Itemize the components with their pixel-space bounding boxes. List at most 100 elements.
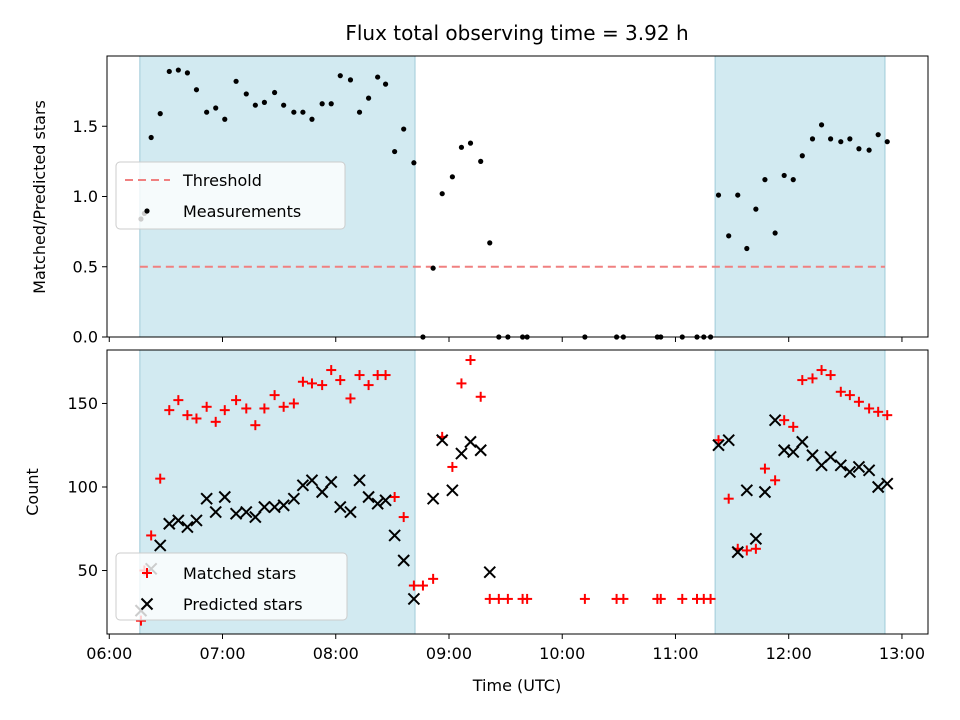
matched-star-point-11 <box>231 395 242 406</box>
predicted-star-point-42 <box>758 485 772 499</box>
measurement-point-17 <box>291 109 297 115</box>
predicted-star-point-35 <box>474 444 487 457</box>
matched-star-point-36 <box>465 355 476 366</box>
xtick-label-4: 10:00 <box>539 644 585 663</box>
matched-star-point-28 <box>389 492 400 503</box>
x-axis-label: Time (UTC) <box>472 676 561 695</box>
chart-title: Flux total observing time = 3.92 h <box>345 21 688 45</box>
predicted-star-point-18 <box>305 474 319 487</box>
bottom-y-axis-label: Count <box>23 468 42 516</box>
matched-star-point-70 <box>882 410 893 421</box>
predicted-star-point-11 <box>240 505 253 519</box>
measurement-point-32 <box>430 265 436 271</box>
matched-star-point-52 <box>713 435 724 446</box>
matched-star-point-22 <box>335 375 346 386</box>
measurement-point-58 <box>772 230 778 236</box>
matched-star-point-15 <box>269 390 280 401</box>
matched-star-point-29 <box>398 512 409 523</box>
measurement-point-19 <box>309 116 315 122</box>
top-y-axis-label: Matched/Predicted stars <box>30 100 49 294</box>
top-panel: 0.0 0.5 1.0 1.5 Matched/Predicted stars Thr… <box>30 55 929 347</box>
predicted-star-point-16 <box>287 492 301 505</box>
matched-star-point-47 <box>655 593 666 604</box>
measurement-point-62 <box>809 136 816 142</box>
measurement-point-34 <box>449 174 455 180</box>
matched-star-point-39 <box>493 593 504 604</box>
matched-star-point-67 <box>853 396 864 407</box>
bottom-legend: Matched stars Predicted stars <box>115 552 348 621</box>
matched-star-point-64 <box>825 370 836 381</box>
matched-star-point-55 <box>741 545 752 556</box>
bottom-ytick-label-0: 50 <box>78 561 98 580</box>
predicted-star-points <box>134 413 894 617</box>
predicted-star-point-12 <box>249 510 262 524</box>
matched-star-point-16 <box>278 401 289 412</box>
legend-predicted-swatch <box>140 597 154 611</box>
measurement-point-61 <box>799 153 805 159</box>
predicted-star-point-45 <box>787 445 800 459</box>
predicted-star-point-40 <box>740 484 754 497</box>
measurement-point-52 <box>715 192 722 198</box>
bottom-legend-frame <box>115 552 348 621</box>
predicted-star-point-38 <box>722 434 735 447</box>
predicted-star-point-28 <box>397 554 410 567</box>
legend-matched-label: Matched stars <box>183 564 296 583</box>
predicted-star-point-15 <box>277 499 290 512</box>
predicted-star-point-29 <box>407 592 421 606</box>
predicted-star-point-51 <box>843 465 857 479</box>
matched-star-point-25 <box>363 380 374 391</box>
matched-star-point-51 <box>705 593 716 604</box>
predicted-star-point-46 <box>796 435 809 449</box>
legend-measurement-swatch <box>144 208 150 214</box>
legend-threshold-label: Threshold <box>182 171 262 190</box>
measurement-point-70 <box>884 139 890 145</box>
measurement-point-4 <box>166 68 172 75</box>
xtick-label-5: 11:00 <box>652 644 698 663</box>
matched-star-point-42 <box>522 593 533 604</box>
matched-star-point-38 <box>484 593 495 604</box>
predicted-star-point-22 <box>344 505 357 519</box>
measurement-point-23 <box>347 77 354 83</box>
measurement-point-11 <box>233 78 239 84</box>
matched-star-point-3 <box>155 473 166 484</box>
top-legend: Threshold Measurements <box>115 161 346 230</box>
measurement-point-27 <box>382 81 389 87</box>
measurement-point-33 <box>439 191 445 197</box>
matched-star-point-2 <box>146 530 157 541</box>
matched-star-point-56 <box>750 543 761 554</box>
predicted-star-point-49 <box>824 450 837 464</box>
measurement-point-7 <box>193 87 200 93</box>
matched-star-point-61 <box>797 375 808 386</box>
measurement-point-69 <box>875 132 881 138</box>
measurement-point-14 <box>261 99 268 105</box>
legend-matched-swatch <box>142 568 152 578</box>
measurement-point-63 <box>818 122 825 128</box>
matched-star-point-32 <box>428 573 439 584</box>
measurement-point-68 <box>866 147 872 153</box>
predicted-star-point-47 <box>806 449 819 462</box>
legend-predicted-label: Predicted stars <box>183 595 303 614</box>
matched-star-point-4 <box>164 405 175 416</box>
matched-star-point-60 <box>788 421 799 432</box>
matched-star-point-66 <box>844 390 855 401</box>
measurement-point-54 <box>735 192 741 198</box>
predicted-star-point-53 <box>862 464 876 477</box>
matched-star-point-6 <box>182 410 193 421</box>
measurement-point-56 <box>753 206 759 212</box>
matched-star-point-27 <box>380 370 391 381</box>
measurement-point-53 <box>726 233 732 239</box>
predicted-star-point-52 <box>852 460 866 474</box>
predicted-star-point-21 <box>334 500 347 514</box>
top-legend-frame <box>115 161 346 230</box>
matched-star-point-53 <box>723 493 734 504</box>
predicted-star-point-41 <box>749 532 763 545</box>
bottom-shaded-interval-1 <box>714 349 886 635</box>
bottom-ytick-label-2: 150 <box>67 394 98 413</box>
measurement-point-21 <box>328 101 334 107</box>
matched-star-point-37 <box>475 391 486 402</box>
measurement-point-5 <box>175 67 181 73</box>
xtick-label-6: 12:00 <box>766 644 812 663</box>
matched-star-point-34 <box>447 461 458 472</box>
predicted-star-point-30 <box>426 492 440 505</box>
predicted-star-point-23 <box>353 474 366 487</box>
